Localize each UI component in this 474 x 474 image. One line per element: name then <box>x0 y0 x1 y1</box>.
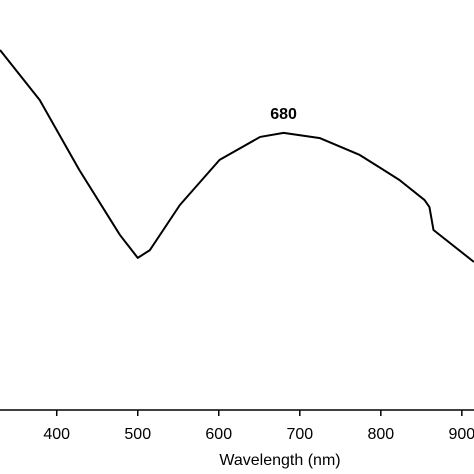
x-tick-label: 900 <box>448 426 474 443</box>
x-tick-label: 400 <box>43 426 70 443</box>
line-series <box>0 49 474 263</box>
annotation: 680 <box>270 106 297 123</box>
x-tick-label: 800 <box>367 426 394 443</box>
x-tick-label: 500 <box>124 426 151 443</box>
x-tick-label: 700 <box>286 426 313 443</box>
x-tick-label: 600 <box>205 426 232 443</box>
x-axis-label: Wavelength (nm) <box>219 452 340 469</box>
